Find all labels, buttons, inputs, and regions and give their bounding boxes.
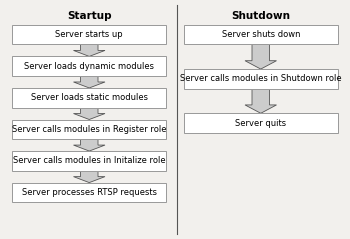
Polygon shape — [245, 44, 276, 69]
Text: Server shuts down: Server shuts down — [222, 30, 300, 39]
FancyBboxPatch shape — [12, 183, 166, 202]
Text: Shutdown: Shutdown — [231, 11, 290, 21]
Text: Server calls modules in Shutdown role: Server calls modules in Shutdown role — [180, 74, 342, 83]
Text: Server starts up: Server starts up — [55, 30, 123, 39]
Polygon shape — [74, 76, 105, 88]
Polygon shape — [74, 108, 105, 120]
FancyBboxPatch shape — [184, 25, 338, 44]
Text: Server loads dynamic modules: Server loads dynamic modules — [24, 62, 154, 71]
FancyBboxPatch shape — [12, 25, 166, 44]
Text: Server quits: Server quits — [235, 119, 286, 128]
Text: Server calls modules in Register role: Server calls modules in Register role — [12, 125, 167, 134]
FancyBboxPatch shape — [12, 88, 166, 108]
Polygon shape — [245, 89, 276, 113]
Polygon shape — [74, 139, 105, 151]
FancyBboxPatch shape — [12, 56, 166, 76]
Polygon shape — [74, 44, 105, 56]
FancyBboxPatch shape — [184, 69, 338, 89]
FancyBboxPatch shape — [184, 113, 338, 133]
FancyBboxPatch shape — [12, 151, 166, 171]
Text: Server calls modules in Initalize role: Server calls modules in Initalize role — [13, 156, 166, 165]
Text: Server processes RTSP requests: Server processes RTSP requests — [22, 188, 157, 197]
FancyBboxPatch shape — [12, 120, 166, 139]
Text: Startup: Startup — [67, 11, 112, 21]
Polygon shape — [74, 171, 105, 183]
Text: Server loads static modules: Server loads static modules — [31, 93, 148, 102]
